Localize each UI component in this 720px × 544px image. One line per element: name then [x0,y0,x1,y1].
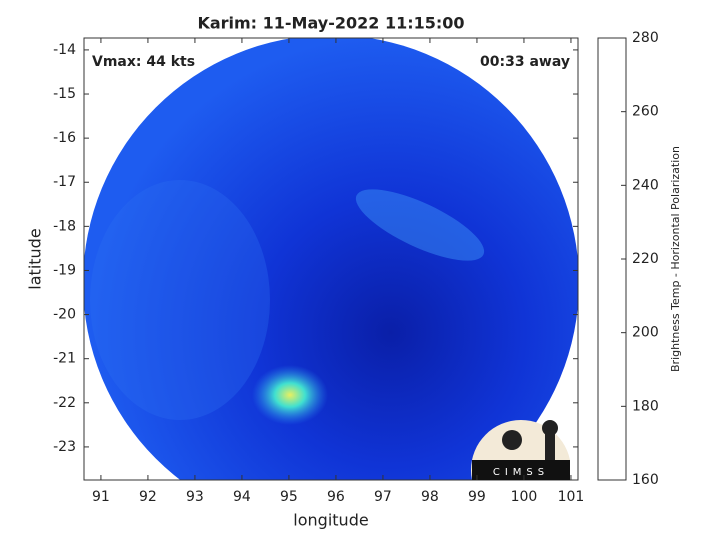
y-tick-label: -20 [53,307,76,323]
colorbar-label: Brightness Temp - Horizontal Polarizatio… [669,146,682,372]
y-tick-label: -23 [53,439,76,455]
y-tick-label: -19 [53,262,76,278]
colorbar-tick-label: 240 [632,177,659,193]
colorbar-tick-label: 260 [632,104,659,120]
plot-frame [83,37,579,481]
x-axis-label: longitude [293,511,368,530]
chart-title: Karim: 11-May-2022 11:15:00 [197,14,464,33]
x-tick-label: 98 [421,489,439,505]
colorbar-tick-label: 200 [632,325,659,341]
annotation: Vmax: 44 kts [92,54,195,70]
colorbar-tick-label: 220 [632,251,659,267]
y-tick-label: -21 [53,351,76,367]
y-tick-label: -22 [53,395,76,411]
y-tick-label: -14 [53,42,76,58]
x-tick-label: 94 [233,489,251,505]
x-tick-label: 99 [468,489,486,505]
y-tick-label: -17 [53,174,76,190]
x-tick-label: 95 [280,489,298,505]
x-tick-label: 93 [186,489,204,505]
y-tick-label: -15 [53,86,76,102]
x-tick-label: 101 [558,489,585,505]
x-tick-label: 91 [92,489,110,505]
y-tick-label: -18 [53,218,76,234]
logo: CIMSS [470,419,570,480]
y-tick-label: -16 [53,130,76,146]
colorbar-tick-label: 160 [632,472,659,488]
x-tick-label: 96 [327,489,345,505]
logo-text: CIMSS [493,467,549,478]
x-tick-label: 97 [374,489,392,505]
x-tick-label: 92 [139,489,157,505]
colorbar-tick-label: 280 [632,30,659,46]
x-tick-label: 100 [511,489,538,505]
colorbar-tick-label: 180 [632,398,659,414]
satellite-image [84,38,578,480]
y-axis-label: latitude [26,228,45,289]
annotation: 00:33 away [480,54,570,70]
